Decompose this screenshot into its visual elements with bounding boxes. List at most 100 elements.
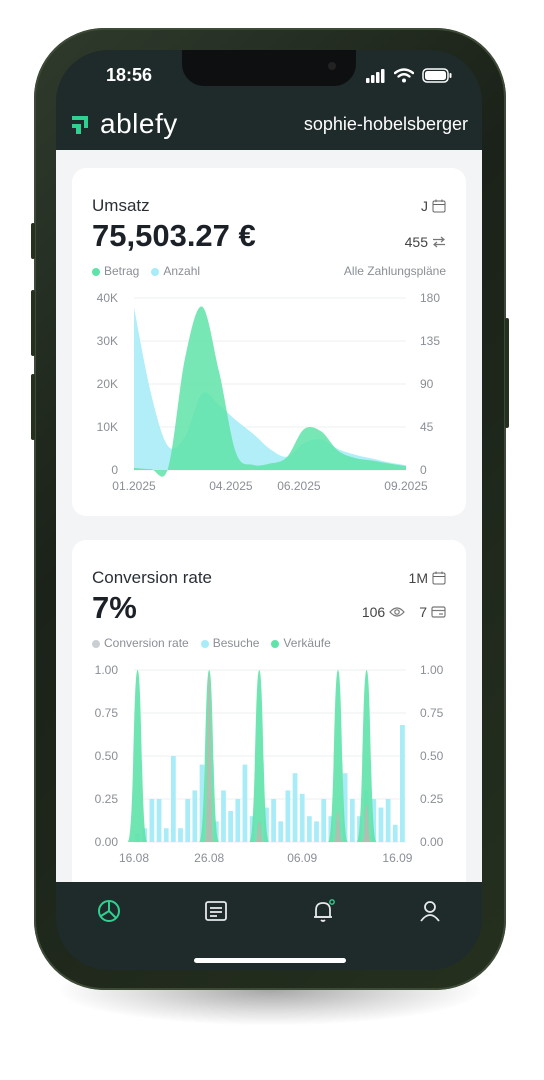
camera: [328, 62, 336, 70]
notch: [182, 50, 356, 86]
besuche-bar: [170, 756, 176, 842]
legend-betrag[interactable]: Betrag: [92, 264, 139, 278]
legend-verkaeufe[interactable]: Verkäufe: [271, 636, 331, 650]
spike-conversionrate: [333, 811, 343, 842]
volume-up-button: [31, 290, 35, 356]
legend-anzahl[interactable]: Anzahl: [151, 264, 200, 278]
y-left-tick-label: 0.50: [95, 749, 119, 763]
revenue-legend: Betrag Anzahl: [92, 264, 200, 278]
besuche-bar: [264, 807, 269, 842]
besuche-bar: [321, 799, 327, 842]
tab-bar: [56, 882, 482, 970]
spike-verkufe: [127, 670, 148, 842]
y-right-tick-label: 0.25: [420, 792, 444, 806]
username[interactable]: sophie-hobelsberger: [303, 114, 468, 134]
legend-conversion-rate[interactable]: Conversion rate: [92, 636, 189, 650]
conversion-period-label: 1M: [408, 570, 428, 586]
battery-icon: [422, 68, 452, 83]
sales-stat: 7: [419, 604, 446, 620]
logo-icon: [72, 116, 88, 134]
spike-verkufe: [327, 670, 349, 842]
besuche-bar: [378, 807, 384, 842]
besuche-bar: [228, 811, 234, 842]
x-tick-label: 01.2025: [112, 479, 156, 493]
besuche-bar: [342, 773, 348, 842]
besuche-bar: [385, 799, 391, 842]
legend-besuche[interactable]: Besuche: [200, 636, 260, 650]
home-indicator: [194, 958, 346, 963]
legend-anzahl-label: Anzahl: [163, 264, 201, 278]
besuche-bar: [349, 799, 355, 842]
x-tick-label: 16.08: [119, 851, 149, 865]
mute-switch: [31, 223, 35, 259]
besuche-bar: [271, 799, 276, 842]
revenue-count: 455: [405, 234, 446, 250]
signal-icon: [366, 68, 385, 83]
besuche-bar: [285, 790, 291, 842]
tab-dashboard-icon[interactable]: [96, 898, 122, 924]
y-right-tick-label: 0.75: [420, 706, 444, 720]
conversion-stats: 106 7: [362, 604, 446, 620]
legend-betrag-label: Betrag: [104, 264, 140, 278]
series-betrag-area: [134, 306, 406, 477]
visits-value: 106: [361, 604, 386, 620]
y-left-tick-label: 40K: [97, 291, 118, 305]
transfer-icon: [433, 236, 445, 248]
tab-notifications-icon[interactable]: [310, 898, 336, 924]
revenue-card[interactable]: Umsatz 75,503.27 € J 455 Betrag: [72, 168, 466, 516]
status-time: 18:56: [106, 65, 153, 85]
besuche-bar: [178, 828, 183, 842]
conversion-value: 7%: [92, 590, 137, 625]
payment-plan-filter[interactable]: Alle Zahlungspläne: [344, 264, 446, 278]
y-right-tick-label: 1.00: [420, 663, 444, 677]
tab-orders-icon[interactable]: [203, 898, 229, 924]
spike-conversionrate: [204, 673, 214, 842]
besuche-bar: [306, 816, 312, 842]
y-left-tick-label: 20K: [97, 377, 118, 391]
x-tick-label: 09.2025: [384, 479, 428, 493]
y-right-tick-label: 180: [420, 291, 440, 305]
y-right-tick-label: 135: [420, 334, 440, 348]
y-left-tick-label: 0.75: [95, 706, 119, 720]
besuche-bar: [163, 828, 169, 842]
tab-profile-icon[interactable]: [417, 898, 443, 924]
ablefy-logo[interactable]: ablefy: [72, 108, 178, 140]
spike-verkufe: [249, 670, 270, 842]
status-icons: [366, 68, 452, 83]
wifi-icon: [394, 68, 414, 83]
legend-besuche-label: Besuche: [212, 636, 260, 650]
besuche-bar: [221, 790, 226, 842]
conversion-card[interactable]: Conversion rate 7% 1M 106: [72, 540, 466, 882]
conversion-chart[interactable]: 0.00 0.00 0.25 0.25 0.50 0.50 0.75 0.75 1.00 1.00…: [72, 652, 466, 882]
legend-conversion-label: Conversion rate: [104, 636, 189, 650]
revenue-chart[interactable]: 0 10K 20K 30K 40K 0 45 90 135 180 01.2025 04.2025 06…: [72, 280, 466, 510]
conversion-legend: Conversion rate Besuche Verkäufe: [92, 636, 331, 650]
y-right-tick-label: 0: [420, 463, 427, 477]
y-left-tick-label: 1.00: [95, 663, 119, 677]
y-left-tick-label: 30K: [97, 334, 118, 348]
revenue-count-value: 455: [404, 234, 428, 250]
calendar-icon: [432, 199, 446, 213]
y-left-tick-label: 10K: [97, 420, 118, 434]
besuche-bar: [192, 790, 198, 842]
besuche-bar: [156, 799, 162, 842]
legend-verkaeufe-label: Verkäufe: [283, 636, 331, 650]
spike-conversionrate: [254, 821, 264, 842]
spike-verkufe: [356, 670, 377, 842]
power-button: [505, 318, 509, 428]
besuche-bar: [278, 821, 284, 842]
x-tick-label: 16.09: [382, 851, 412, 865]
eye-icon: [389, 607, 406, 617]
besuche-bar: [314, 821, 319, 842]
phone-screen: 18:56 ablefy sophie-hobelsberger: [56, 50, 482, 970]
revenue-period-select[interactable]: J: [421, 198, 446, 214]
y-left-tick-label: 0.25: [95, 792, 119, 806]
besuche-bar: [242, 764, 248, 842]
y-right-tick-label: 0.00: [420, 835, 444, 849]
y-right-tick-label: 90: [420, 377, 434, 391]
app-header: ablefy sophie-hobelsberger: [56, 100, 482, 150]
conversion-period-select[interactable]: 1M: [409, 570, 446, 586]
main-content[interactable]: Umsatz 75,503.27 € J 455 Betrag: [56, 150, 482, 882]
besuche-bar: [299, 793, 305, 842]
revenue-period-label: J: [421, 198, 428, 214]
